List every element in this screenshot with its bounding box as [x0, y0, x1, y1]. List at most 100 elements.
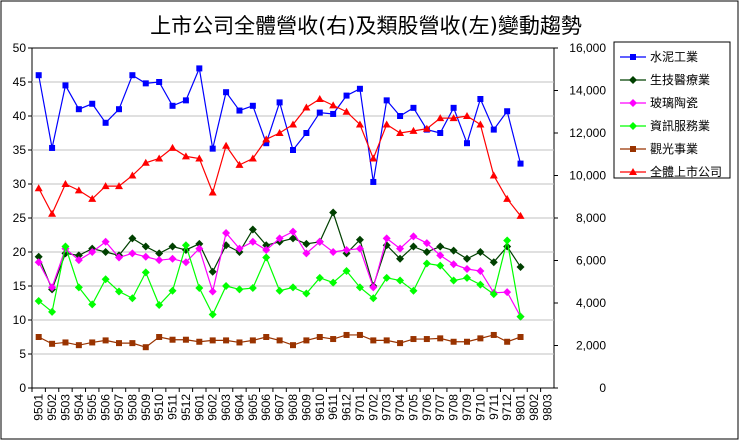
data-point [115, 287, 123, 296]
data-point [477, 96, 484, 102]
data-point [223, 89, 230, 96]
data-point [516, 211, 525, 219]
y-tick-label: 10 [13, 313, 27, 327]
x-tick-label: 9701 [353, 394, 367, 421]
data-point [477, 335, 484, 342]
data-point [355, 244, 364, 253]
data-point [356, 331, 363, 338]
data-point [115, 182, 123, 190]
data-point [169, 336, 176, 343]
data-point [168, 242, 177, 251]
data-point [463, 254, 471, 263]
legend-label: 水泥工業 [650, 50, 698, 64]
data-point [517, 334, 524, 340]
x-tick-label: 9511 [166, 394, 180, 420]
x-tick-label: 9512 [179, 394, 193, 421]
series-cement [35, 65, 524, 185]
data-point [436, 261, 445, 270]
data-point [88, 194, 97, 202]
data-point [141, 268, 150, 277]
data-point [48, 209, 57, 217]
legend-marker [629, 99, 637, 107]
legend-label: 觀光事業 [650, 142, 698, 156]
data-point [128, 234, 137, 243]
legend-marker [629, 168, 637, 175]
data-point [476, 248, 485, 256]
data-point [75, 106, 82, 113]
data-point [382, 273, 391, 282]
data-point [248, 284, 257, 293]
x-tick-label: 9704 [393, 394, 407, 421]
legend-label: 全體上市公司 [650, 164, 722, 179]
data-point [315, 95, 324, 102]
series-tourism [35, 331, 524, 351]
data-point [129, 72, 136, 79]
data-point [449, 114, 458, 122]
data-point [34, 184, 43, 192]
data-point [89, 100, 96, 107]
data-point [262, 253, 271, 262]
data-point [236, 339, 243, 346]
data-point [275, 129, 284, 136]
data-point [34, 252, 43, 261]
data-point [397, 340, 404, 347]
data-point [330, 336, 337, 343]
data-point [181, 241, 190, 250]
legend-box [613, 41, 731, 179]
data-point [168, 286, 177, 295]
legend-marker [629, 122, 637, 130]
data-point [101, 182, 110, 190]
data-point [303, 130, 310, 136]
x-tick-label: 9605 [246, 394, 260, 421]
data-point [289, 227, 297, 236]
data-point [450, 104, 457, 111]
data-point [370, 178, 377, 185]
x-tick-label: 9710 [473, 394, 487, 421]
data-point [235, 160, 244, 168]
data-point [450, 338, 457, 345]
data-point [181, 258, 190, 267]
data-point [383, 97, 390, 104]
data-point [209, 145, 216, 152]
data-point [262, 241, 271, 250]
data-point [235, 244, 244, 253]
data-point [329, 248, 338, 256]
data-point [248, 225, 257, 234]
data-point [128, 294, 137, 303]
data-point [342, 107, 351, 115]
data-point [436, 251, 445, 260]
data-point [181, 152, 190, 160]
data-point [35, 72, 42, 79]
data-point [182, 97, 189, 104]
series-info [34, 236, 525, 321]
x-tick-label: 9607 [273, 394, 287, 421]
data-point [315, 237, 324, 246]
data-point [422, 239, 431, 248]
data-point [156, 79, 163, 85]
data-point [48, 307, 57, 316]
data-point [329, 278, 338, 287]
data-point [449, 246, 458, 255]
data-point [369, 154, 378, 162]
data-point [342, 245, 351, 254]
data-point [208, 310, 217, 319]
data-point [476, 120, 485, 128]
data-point [409, 232, 418, 241]
x-tick-label: 9707 [433, 394, 447, 421]
data-point [195, 284, 204, 293]
data-point [330, 110, 337, 117]
data-point [128, 171, 137, 179]
y2-tick-label: 16,000 [569, 41, 606, 55]
legend-label: 資訊服務業 [650, 118, 710, 133]
data-point [503, 236, 512, 245]
data-point [155, 301, 164, 310]
left-y-axis: 0 5 10 15 20 25 30 35 40 45 50 [13, 41, 32, 395]
data-point [356, 85, 363, 92]
data-point [369, 294, 378, 303]
data-point [34, 258, 43, 267]
data-point [248, 154, 257, 162]
data-point [222, 282, 231, 290]
chart-title: 上市公司全體營收(右)及類股營收(左)變動趨勢 [150, 14, 582, 38]
data-point [235, 285, 244, 294]
